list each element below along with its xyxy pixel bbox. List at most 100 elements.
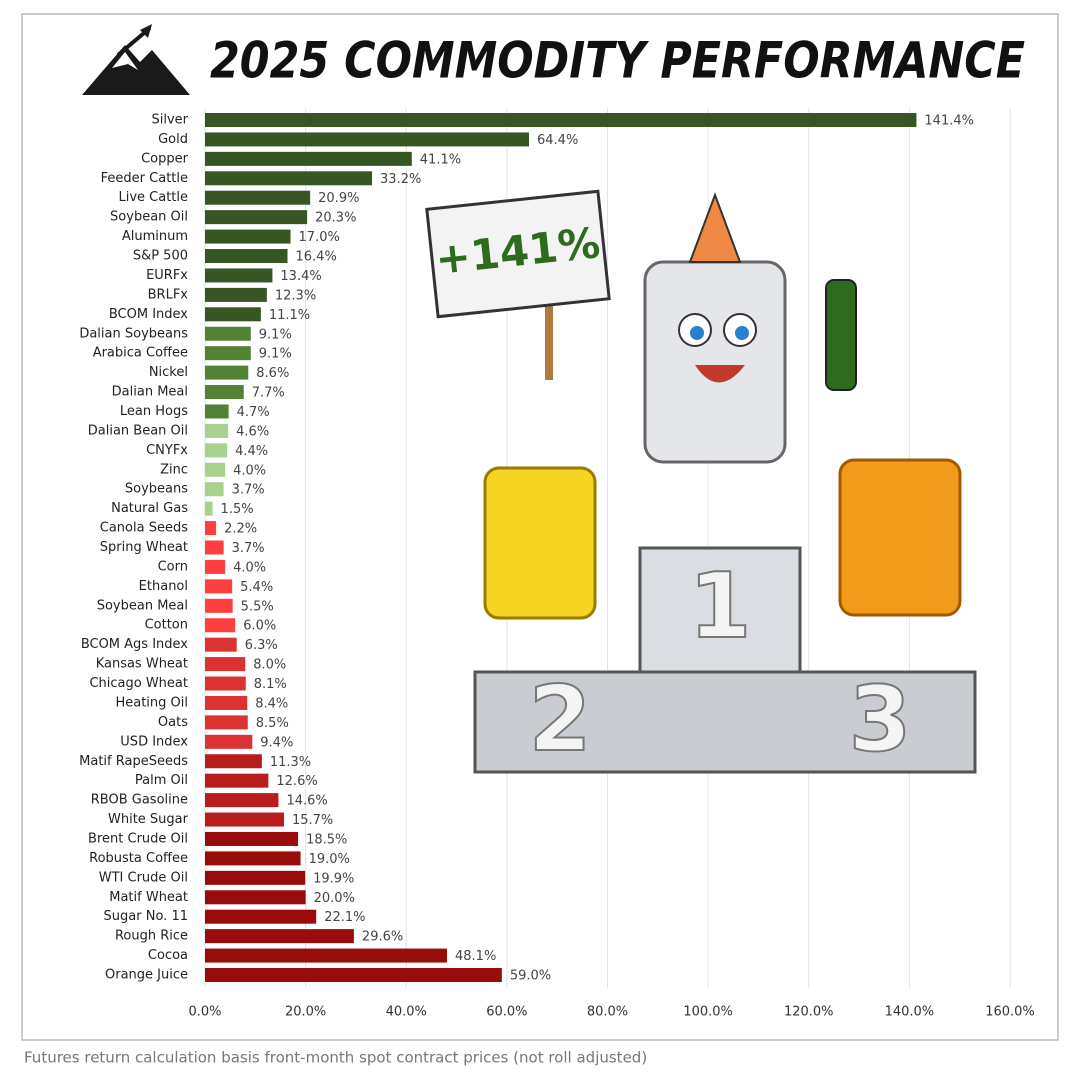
category-label: Heating Oil (115, 695, 188, 710)
value-label: 6.3% (245, 638, 278, 653)
bar (205, 287, 267, 302)
bar (205, 734, 253, 749)
value-label: 14.6% (286, 794, 327, 809)
value-label: 48.1% (455, 949, 496, 964)
category-label: Arabica Coffee (93, 346, 188, 361)
bar (205, 812, 284, 827)
bar (205, 482, 224, 497)
category-label: S&P 500 (133, 249, 188, 264)
x-tick-label: 80.0% (587, 1005, 628, 1020)
category-label: Robusta Coffee (89, 851, 188, 866)
value-label: 19.0% (309, 852, 350, 867)
value-label: 8.6% (256, 366, 289, 381)
value-label: 2.2% (224, 522, 257, 537)
bar (205, 210, 308, 225)
bar (205, 870, 306, 885)
podium-label: 3 (849, 667, 912, 772)
bar (205, 190, 311, 205)
value-label: 8.4% (255, 696, 288, 711)
bar (205, 754, 262, 769)
bar (205, 851, 301, 866)
value-label: 8.5% (256, 716, 289, 731)
category-label: Soybeans (125, 482, 188, 497)
value-label: 64.4% (537, 133, 578, 148)
bar (205, 637, 237, 652)
value-label: 11.1% (269, 308, 310, 323)
value-label: 17.0% (299, 230, 340, 245)
category-label: Palm Oil (135, 773, 188, 788)
category-label: Dalian Bean Oil (88, 423, 188, 438)
category-label: Corn (158, 559, 188, 574)
value-label: 20.9% (318, 191, 359, 206)
category-label: RBOB Gasoline (91, 793, 188, 808)
bar (205, 579, 233, 594)
value-label: 1.5% (221, 502, 254, 517)
category-label: BCOM Index (109, 307, 188, 322)
bar (205, 229, 291, 244)
x-tick-label: 120.0% (784, 1005, 834, 1020)
bar (205, 540, 224, 555)
category-label: Zinc (160, 462, 188, 477)
value-label: 141.4% (924, 114, 974, 129)
category-label: CNYFx (146, 443, 188, 458)
bar (205, 676, 246, 691)
bar (205, 909, 317, 924)
category-label: Dalian Soybeans (79, 326, 188, 341)
bar (205, 113, 917, 127)
x-tick-label: 60.0% (486, 1005, 527, 1020)
value-label: 4.6% (236, 424, 269, 439)
value-label: 4.4% (235, 444, 268, 459)
bar (205, 948, 448, 963)
category-label: Cotton (145, 618, 188, 633)
value-label: 5.4% (240, 580, 273, 595)
category-label: Canola Seeds (100, 521, 188, 536)
category-label: WTI Crude Oil (99, 870, 188, 885)
value-label: 15.7% (292, 813, 333, 828)
bar (205, 423, 229, 438)
value-label: 33.2% (380, 172, 421, 187)
value-label: 20.0% (314, 891, 355, 906)
bar (205, 521, 217, 536)
value-label: 18.5% (306, 832, 347, 847)
bar (205, 773, 269, 788)
x-tick-label: 140.0% (885, 1005, 935, 1020)
bar (205, 501, 213, 516)
value-label: 8.1% (254, 677, 287, 692)
x-tick-label: 20.0% (285, 1005, 326, 1020)
category-label: Matif RapeSeeds (79, 754, 188, 769)
bar (205, 171, 373, 186)
logo (82, 24, 190, 95)
bar (205, 307, 261, 322)
category-label: Oats (158, 715, 188, 730)
category-label: Orange Juice (105, 968, 188, 983)
bar (205, 968, 502, 982)
value-label: 5.5% (241, 599, 274, 614)
value-label: 9.1% (259, 347, 292, 362)
bar (205, 618, 236, 633)
bar (205, 365, 249, 380)
category-label: Silver (151, 113, 188, 128)
value-label: 16.4% (296, 250, 337, 265)
category-label: Lean Hogs (120, 404, 188, 419)
category-label: Live Cattle (118, 190, 188, 205)
value-label: 19.9% (313, 871, 354, 886)
bar (205, 326, 251, 341)
category-label: EURFx (146, 268, 188, 283)
bar (205, 890, 306, 905)
category-label: Ethanol (139, 579, 188, 594)
value-label: 7.7% (252, 386, 285, 401)
bar (205, 346, 251, 361)
value-label: 29.6% (362, 930, 403, 945)
category-label: Dalian Meal (112, 385, 188, 400)
category-label: Kansas Wheat (96, 657, 188, 672)
bar (205, 715, 248, 730)
value-label: 6.0% (243, 619, 276, 634)
bar (205, 462, 226, 477)
category-label: BRLFx (148, 287, 189, 302)
bar (205, 249, 288, 264)
bar (205, 404, 229, 419)
category-label: Spring Wheat (100, 540, 188, 555)
value-label: 4.7% (237, 405, 270, 420)
bar (205, 443, 228, 458)
